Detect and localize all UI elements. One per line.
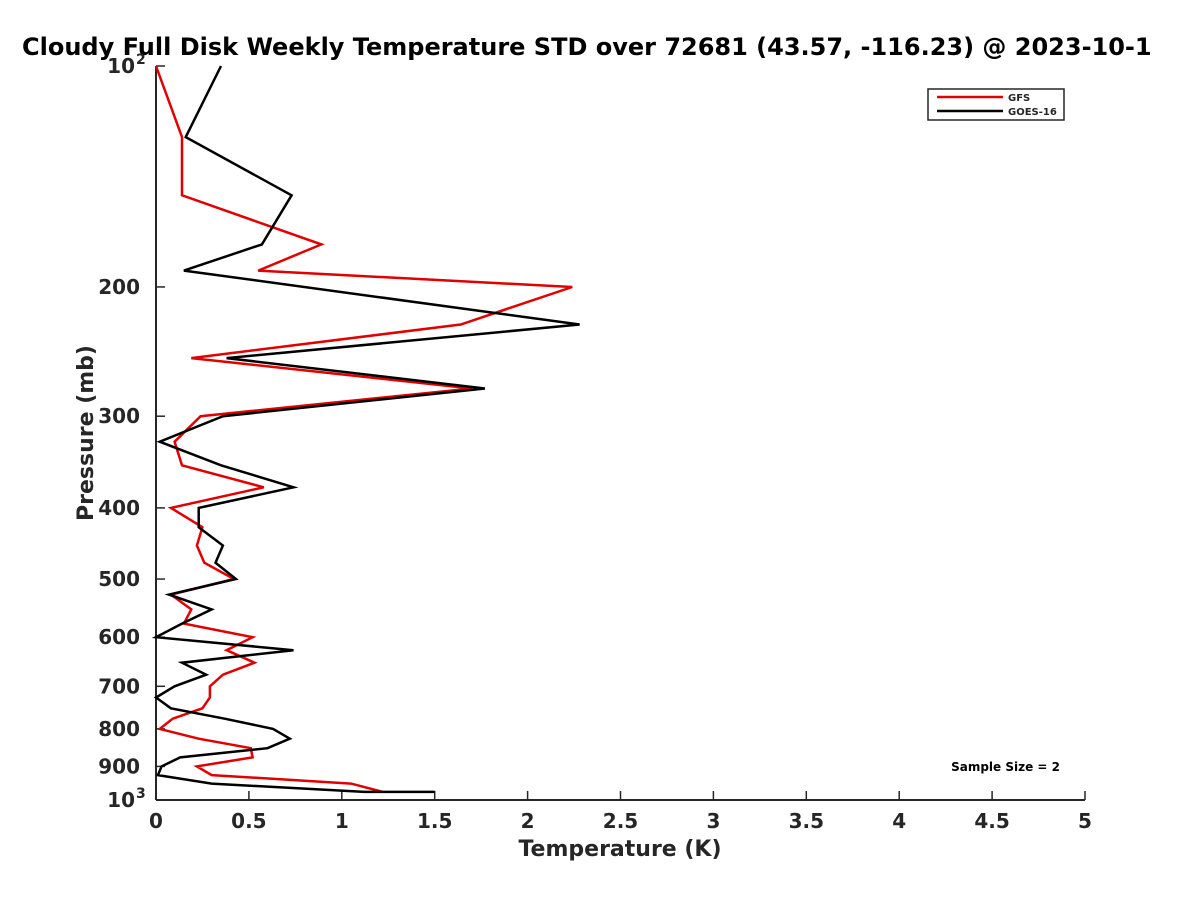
y-tick-label: 600 [98, 625, 140, 649]
chart-title: Cloudy Full Disk Weekly Temperature STD … [22, 33, 1152, 61]
y-tick-label: 900 [98, 754, 140, 778]
x-tick-label: 2 [521, 809, 535, 833]
x-tick-label: 5 [1078, 809, 1092, 833]
x-tick-label: 3.5 [789, 809, 824, 833]
y-tick-label: 800 [98, 717, 140, 741]
y-tick-label: 200 [98, 275, 140, 299]
x-tick-label: 0 [149, 809, 163, 833]
y-axis-label: Pressure (mb) [74, 345, 99, 521]
y-tick-label: 10 [107, 54, 135, 78]
y-tick-label: 400 [98, 496, 140, 520]
series-layer [151, 65, 580, 794]
x-tick-label: 4.5 [974, 809, 1009, 833]
legend: GFS GOES-16 [927, 88, 1065, 121]
y-tick-exponent: 3 [136, 786, 146, 802]
y-tick-label: 700 [98, 674, 140, 698]
x-axis-ticks: 0 0.5 1 1.5 2 2.5 3 3.5 4 4.5 5 [149, 791, 1092, 833]
x-tick-label: 2.5 [603, 809, 638, 833]
y-tick-label: 500 [98, 567, 140, 591]
plot-background [156, 66, 1085, 800]
x-tick-label: 1.5 [417, 809, 452, 833]
x-axis-label: Temperature (K) [518, 837, 721, 862]
sample-size-annotation: Sample Size = 2 [951, 760, 1060, 774]
x-tick-label: 0.5 [231, 809, 266, 833]
y-tick-label: 300 [98, 404, 140, 428]
series-line-goes16 [151, 65, 580, 794]
y-tick-exponent: 2 [136, 52, 146, 68]
x-tick-label: 3 [706, 809, 720, 833]
legend-box [927, 88, 1065, 121]
legend-label-goes16: GOES-16 [1008, 107, 1057, 118]
legend-label-gfs: GFS [1008, 93, 1030, 104]
x-tick-label: 1 [335, 809, 349, 833]
x-tick-label: 4 [892, 809, 906, 833]
y-tick-label: 10 [107, 788, 135, 812]
